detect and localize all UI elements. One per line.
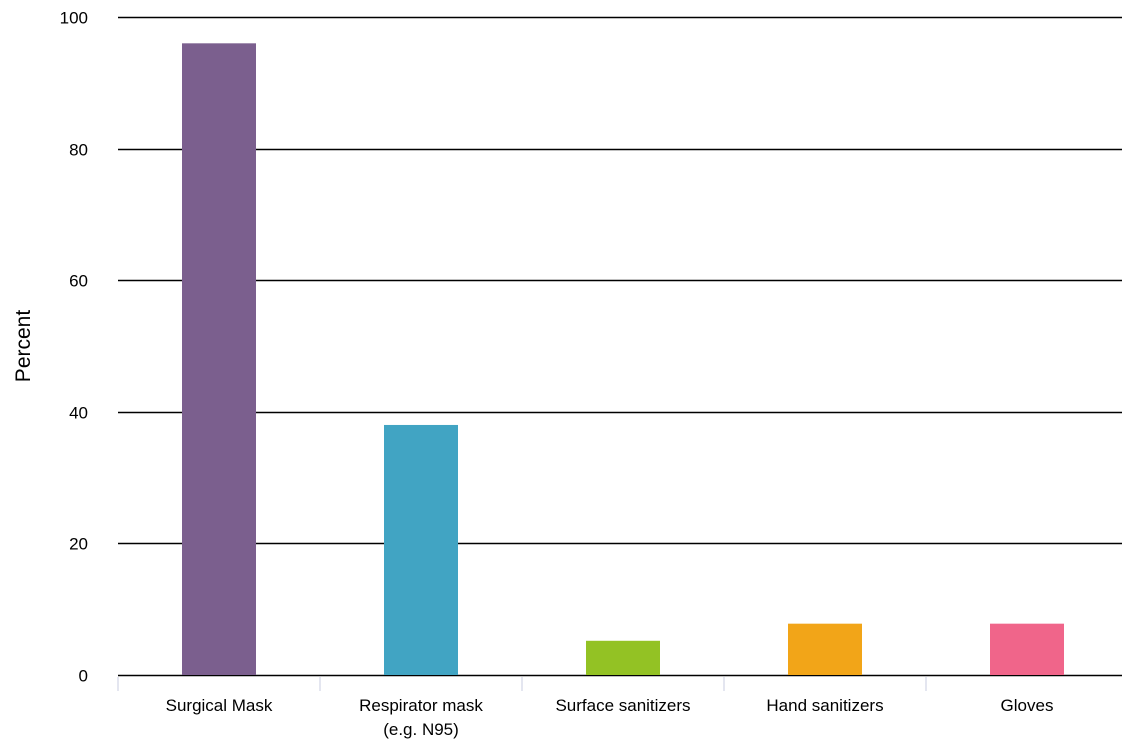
bar bbox=[990, 623, 1064, 675]
x-category-label: (e.g. N95) bbox=[383, 720, 459, 739]
y-tick-label: 100 bbox=[60, 9, 88, 28]
bar bbox=[788, 623, 862, 675]
x-category-label: Respirator mask bbox=[359, 696, 483, 715]
x-axis-labels: Surgical Mask Respirator mask (e.g. N95) Su… bbox=[166, 696, 1054, 739]
y-axis-title: Percent bbox=[12, 310, 35, 383]
x-category-label: Gloves bbox=[1001, 696, 1054, 715]
y-tick-label: 20 bbox=[69, 535, 88, 554]
y-tick-label: 0 bbox=[79, 667, 88, 686]
x-axis-ticks bbox=[117, 677, 927, 691]
x-category-label: Surgical Mask bbox=[166, 696, 273, 715]
y-tick-label: 60 bbox=[69, 272, 88, 291]
x-category-label: Hand sanitizers bbox=[766, 696, 883, 715]
bar bbox=[182, 43, 256, 675]
y-tick-label: 40 bbox=[69, 404, 88, 423]
gridlines bbox=[118, 16, 1122, 677]
y-tick-label: 80 bbox=[69, 141, 88, 160]
bar bbox=[586, 640, 660, 675]
x-category-label: Surface sanitizers bbox=[555, 696, 690, 715]
bar bbox=[384, 424, 458, 675]
y-axis-ticks: 0 20 40 60 80 100 bbox=[60, 9, 88, 686]
bars bbox=[182, 43, 1064, 675]
